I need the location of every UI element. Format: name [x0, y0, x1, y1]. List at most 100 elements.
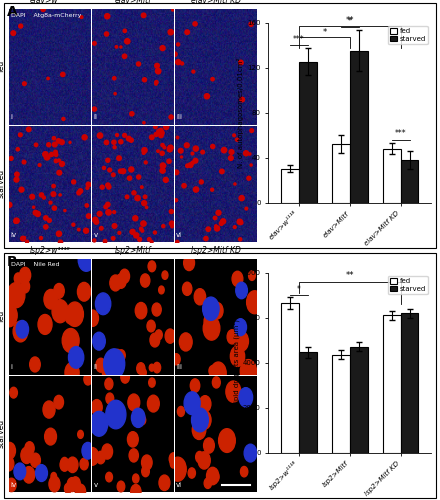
Circle shape	[14, 463, 26, 480]
Point	[140, 149, 147, 157]
Legend: fed, starved: fed, starved	[388, 26, 428, 44]
Point	[59, 70, 66, 78]
Bar	[299, 352, 317, 452]
Point	[209, 142, 216, 150]
Point	[124, 38, 131, 46]
Point	[248, 161, 255, 169]
Circle shape	[169, 331, 176, 340]
Circle shape	[235, 332, 249, 351]
Point	[236, 218, 243, 226]
Circle shape	[194, 288, 205, 305]
Circle shape	[92, 400, 102, 415]
Y-axis label: Lipid droplets area (µm²): Lipid droplets area (µm²)	[232, 319, 240, 406]
Circle shape	[116, 274, 126, 288]
Bar	[401, 313, 418, 452]
Point	[52, 148, 59, 156]
Text: ***: ***	[293, 35, 305, 44]
Circle shape	[14, 273, 22, 284]
Circle shape	[203, 316, 220, 340]
Point	[159, 162, 166, 170]
Point	[209, 186, 216, 194]
Circle shape	[204, 314, 215, 328]
Point	[212, 214, 219, 222]
Circle shape	[16, 320, 29, 338]
Point	[136, 236, 143, 244]
Circle shape	[7, 478, 16, 492]
Point	[103, 138, 110, 146]
Circle shape	[13, 321, 28, 342]
Circle shape	[152, 303, 161, 316]
Point	[114, 131, 121, 139]
Bar	[281, 169, 299, 202]
Circle shape	[96, 358, 106, 372]
Circle shape	[110, 275, 121, 291]
Circle shape	[39, 471, 45, 480]
Point	[180, 182, 187, 190]
Text: v: v	[93, 232, 97, 238]
Circle shape	[135, 302, 147, 319]
Point	[78, 13, 85, 21]
Point	[218, 168, 225, 175]
Point	[124, 193, 131, 201]
Point	[110, 171, 117, 179]
Point	[93, 218, 100, 226]
Point	[169, 222, 176, 230]
Point	[103, 30, 110, 38]
Circle shape	[102, 444, 113, 459]
Point	[237, 218, 244, 226]
Circle shape	[196, 452, 204, 462]
Point	[36, 161, 43, 169]
Point	[134, 194, 141, 202]
Point	[104, 12, 111, 20]
Circle shape	[95, 334, 100, 342]
Point	[163, 176, 170, 184]
Text: starved: starved	[0, 169, 5, 198]
Point	[148, 238, 155, 246]
Point	[12, 218, 19, 226]
Text: iv: iv	[11, 232, 17, 238]
Point	[111, 222, 118, 230]
Point	[246, 174, 253, 182]
Circle shape	[128, 432, 138, 447]
Circle shape	[140, 274, 150, 287]
Point	[169, 6, 176, 14]
Point	[172, 50, 179, 58]
Point	[75, 189, 82, 197]
Text: *: *	[348, 17, 352, 26]
Circle shape	[21, 447, 33, 464]
Point	[192, 144, 199, 152]
Circle shape	[69, 346, 84, 368]
Text: vi: vi	[176, 232, 182, 238]
Point	[60, 115, 67, 123]
Circle shape	[226, 381, 241, 402]
Circle shape	[219, 428, 235, 452]
Point	[121, 27, 128, 35]
Point	[75, 226, 82, 234]
Text: i: i	[11, 364, 12, 370]
Circle shape	[180, 333, 192, 351]
Circle shape	[65, 362, 79, 382]
Point	[52, 157, 59, 165]
Point	[163, 123, 170, 131]
Point	[25, 126, 32, 134]
Bar	[281, 303, 299, 452]
Point	[141, 76, 148, 84]
Point	[133, 232, 140, 239]
Point	[139, 227, 146, 235]
Circle shape	[131, 484, 141, 499]
Point	[140, 12, 147, 20]
Circle shape	[38, 314, 52, 334]
Point	[238, 58, 245, 66]
Point	[51, 204, 58, 212]
Circle shape	[162, 271, 168, 280]
Point	[159, 141, 166, 149]
Point	[46, 216, 53, 224]
Circle shape	[159, 475, 170, 490]
Circle shape	[132, 474, 139, 483]
Circle shape	[184, 392, 200, 414]
Point	[120, 167, 127, 175]
Point	[199, 148, 206, 156]
Point	[174, 238, 181, 246]
Text: elav>w¹¹¹⁸: elav>w¹¹¹⁸	[30, 0, 70, 5]
Point	[104, 156, 111, 164]
